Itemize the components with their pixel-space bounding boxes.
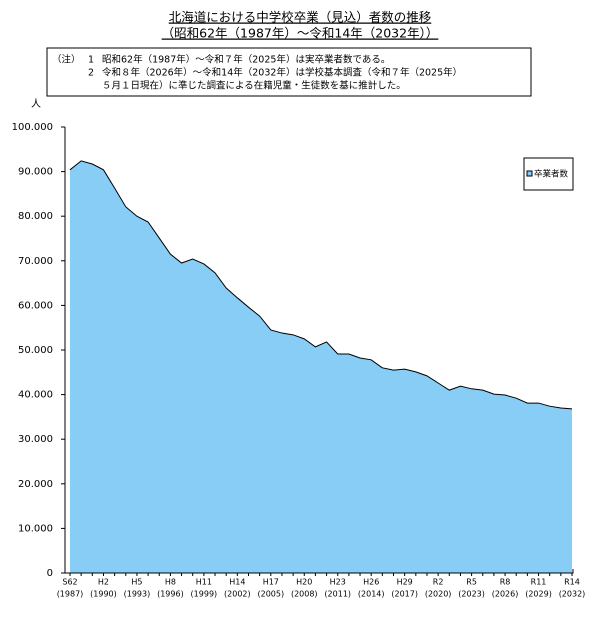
x-tick-label: H8: [165, 578, 176, 587]
x-tick-label: H23: [330, 578, 346, 587]
x-tick-sublabel: (2023): [458, 590, 485, 599]
legend-label: 卒業者数: [534, 169, 569, 180]
x-tick-sublabel: (2002): [224, 590, 251, 599]
area-outline: [69, 160, 573, 410]
x-tick-label: H17: [263, 578, 279, 587]
x-tick-label: H2: [98, 578, 109, 587]
x-tick-sublabel: (2026): [492, 590, 519, 599]
y-tick-label: 90.000: [18, 167, 53, 178]
y-tick-label: 50.000: [18, 345, 53, 356]
x-tick-sublabel: (1987): [57, 590, 84, 599]
x-tick-sublabel: (1996): [157, 590, 184, 599]
note-number: 2: [88, 68, 94, 79]
x-tick-sublabel: (2005): [257, 590, 284, 599]
x-tick-label: R11: [531, 578, 547, 587]
x-tick-label: H26: [363, 578, 379, 587]
x-tick-label: R14: [564, 578, 580, 587]
notes-box: [46, 47, 532, 97]
x-tick-label: R8: [500, 578, 511, 587]
y-tick-label: 10.000: [18, 523, 53, 534]
y-tick-label: 40.000: [18, 390, 53, 401]
x-tick-label: H29: [397, 578, 413, 587]
y-tick-label: 70.000: [18, 256, 53, 267]
x-tick-label: H5: [131, 578, 142, 587]
x-tick-label: H20: [296, 578, 312, 587]
chart-subtitle: （昭和62年（1987年）～令和14年（2032年））: [162, 26, 439, 41]
x-tick-label: H11: [196, 578, 212, 587]
x-tick-sublabel: (2020): [425, 590, 452, 599]
x-tick-sublabel: (1993): [124, 590, 151, 599]
chart-title: 北海道における中学校卒業（見込）者数の推移: [169, 10, 432, 25]
y-tick-label: 100.000: [12, 122, 53, 133]
x-tick-sublabel: (2008): [291, 590, 318, 599]
note-text: 令和８年（2026年）～令和14年（2032年）は学校基本調査（令和７年（202…: [102, 67, 462, 79]
note-text: 昭和62年（1987年）～令和７年（2025年）は実卒業者数である。: [102, 54, 390, 66]
x-tick-label: R5: [466, 578, 477, 587]
x-tick-label: S62: [62, 578, 77, 587]
y-tick-label: 30.000: [18, 434, 53, 445]
y-tick-label: 20.000: [18, 479, 53, 490]
area: [70, 160, 572, 573]
y-tick-label: 60.000: [18, 300, 53, 311]
x-tick-sublabel: (1999): [191, 590, 218, 599]
y-tick-label: 80.000: [18, 211, 53, 222]
x-tick-sublabel: (2029): [525, 590, 552, 599]
x-tick-sublabel: (2014): [358, 590, 385, 599]
note-text: ５月１日現在）に準じた調査による在籍児童・生徒数を基に推計した。: [102, 80, 406, 92]
note-number: 1: [88, 55, 94, 66]
x-tick-sublabel: (2017): [391, 590, 418, 599]
legend-swatch: [526, 170, 533, 177]
y-axis-label: 人: [31, 98, 41, 110]
x-tick-label: R2: [433, 578, 444, 587]
y-tick-label: 0: [47, 568, 53, 579]
x-tick-sublabel: (2032): [559, 590, 586, 599]
notes-heading: （注）: [52, 54, 81, 66]
x-tick-sublabel: (1990): [90, 590, 117, 599]
x-tick-sublabel: (2011): [324, 590, 351, 599]
x-tick-label: H14: [229, 578, 245, 587]
